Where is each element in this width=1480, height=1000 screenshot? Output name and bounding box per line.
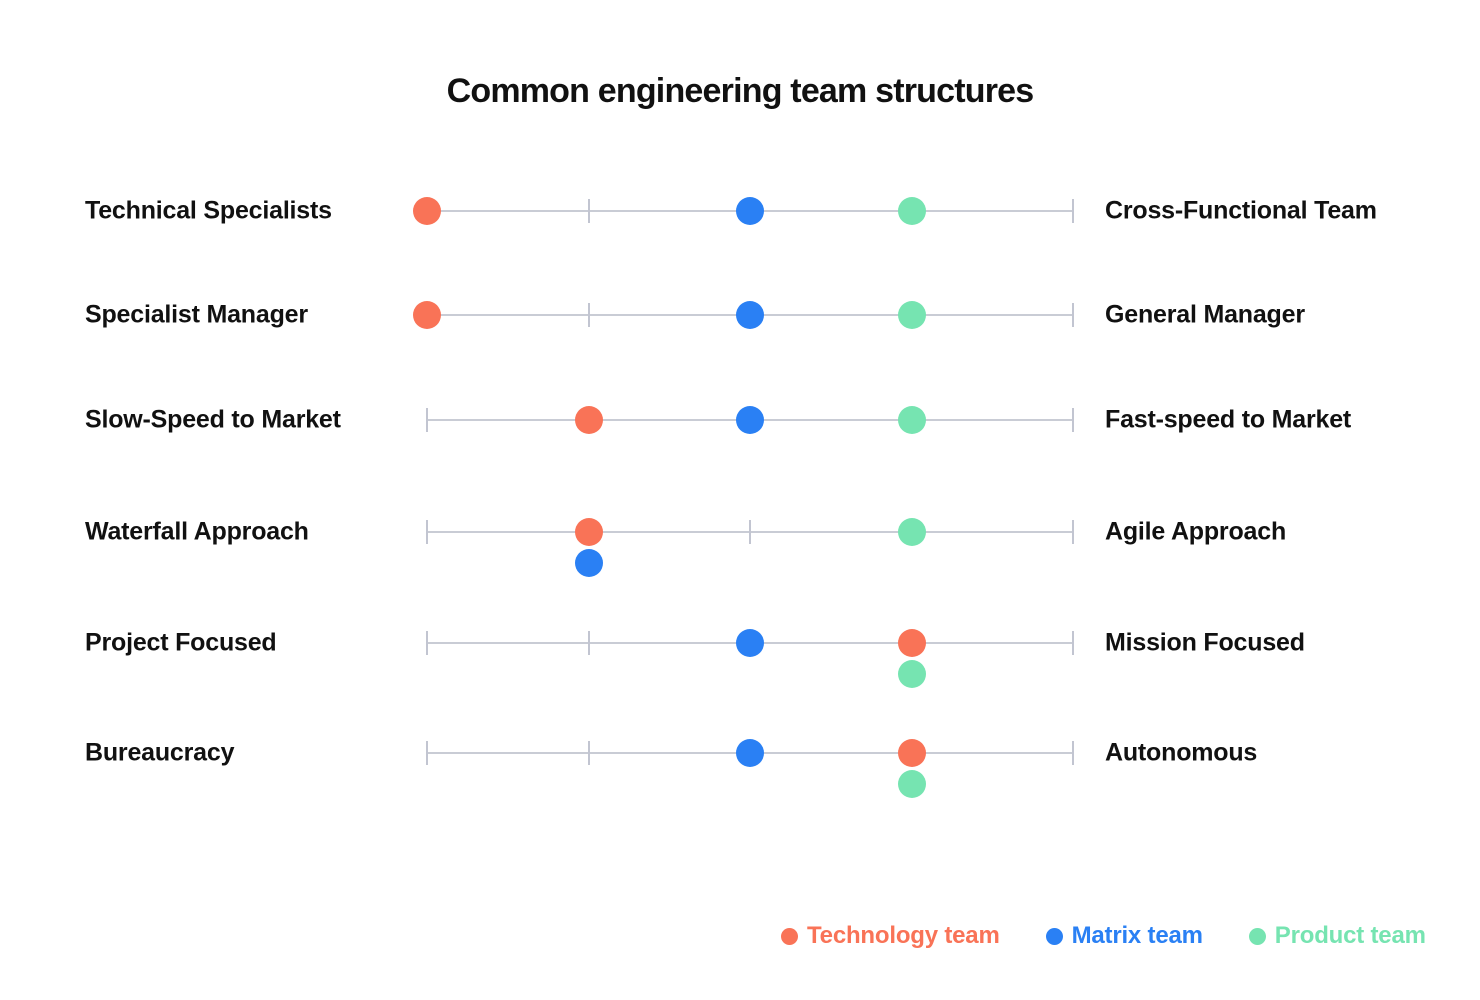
product-team-dot <box>897 197 926 225</box>
scale-tick <box>749 520 751 544</box>
row-left-label: Specialist Manager <box>85 300 308 329</box>
product-team-dot <box>897 770 926 798</box>
scale-tick <box>1072 741 1074 765</box>
product-team-dot <box>897 301 926 329</box>
scale-tick <box>1072 199 1074 223</box>
scale-tick <box>426 520 428 544</box>
matrix-team-dot <box>736 301 764 329</box>
scale-tick <box>587 631 590 655</box>
row-left-label: Slow-Speed to Market <box>85 405 341 434</box>
technology-team-dot <box>897 739 926 767</box>
scale-tick <box>1072 408 1074 432</box>
matrix-team-dot <box>736 629 764 657</box>
matrix-team-dot <box>574 549 603 577</box>
technology-team-dot <box>413 301 441 329</box>
technology-team-dot <box>574 406 603 434</box>
row-right-label: Agile Approach <box>1105 517 1287 546</box>
technology-team-dot <box>897 629 926 657</box>
product-team-dot <box>897 406 926 434</box>
legend-label: Matrix team <box>1071 922 1203 949</box>
scale-tick <box>1072 520 1074 544</box>
product-team-dot <box>897 518 926 546</box>
legend-item-product-team: Product team <box>1248 922 1426 950</box>
row-left-label: Project Focused <box>85 628 277 657</box>
scale-tick <box>1072 631 1074 655</box>
row-right-label: General Manager <box>1105 300 1305 329</box>
scale-tick <box>587 741 590 765</box>
chart-title: Common engineering team structures <box>446 72 1035 110</box>
matrix-team-dot <box>736 197 764 225</box>
row-left-label: Bureaucracy <box>85 738 235 767</box>
legend-item-matrix-team: Matrix team <box>1045 922 1203 950</box>
row-right-label: Cross-Functional Team <box>1105 196 1377 225</box>
technology-team-legend-dot-icon <box>781 927 798 945</box>
row-right-label: Mission Focused <box>1105 628 1305 657</box>
product-team-legend-dot-icon <box>1248 927 1266 945</box>
row-right-label: Fast-speed to Market <box>1105 405 1352 434</box>
row-left-label: Technical Specialists <box>85 196 332 225</box>
legend-item-technology-team: Technology team <box>781 922 1000 950</box>
scale-tick <box>1072 303 1074 327</box>
row-left-label: Waterfall Approach <box>85 517 309 546</box>
matrix-team-dot <box>736 406 764 434</box>
legend: Technology team Matrix team Product team <box>781 922 1426 950</box>
scale-tick <box>426 408 428 432</box>
product-team-dot <box>897 660 926 688</box>
matrix-team-dot <box>736 739 764 767</box>
scale-tick <box>426 631 428 655</box>
technology-team-dot <box>574 518 603 546</box>
scale-tick <box>426 741 428 765</box>
technology-team-dot <box>413 197 441 225</box>
legend-label: Product team <box>1274 922 1426 949</box>
legend-label: Technology team <box>807 922 1000 949</box>
scale-tick <box>587 199 590 223</box>
scale-tick <box>587 303 590 327</box>
row-right-label: Autonomous <box>1105 738 1258 767</box>
matrix-team-legend-dot-icon <box>1045 927 1063 945</box>
